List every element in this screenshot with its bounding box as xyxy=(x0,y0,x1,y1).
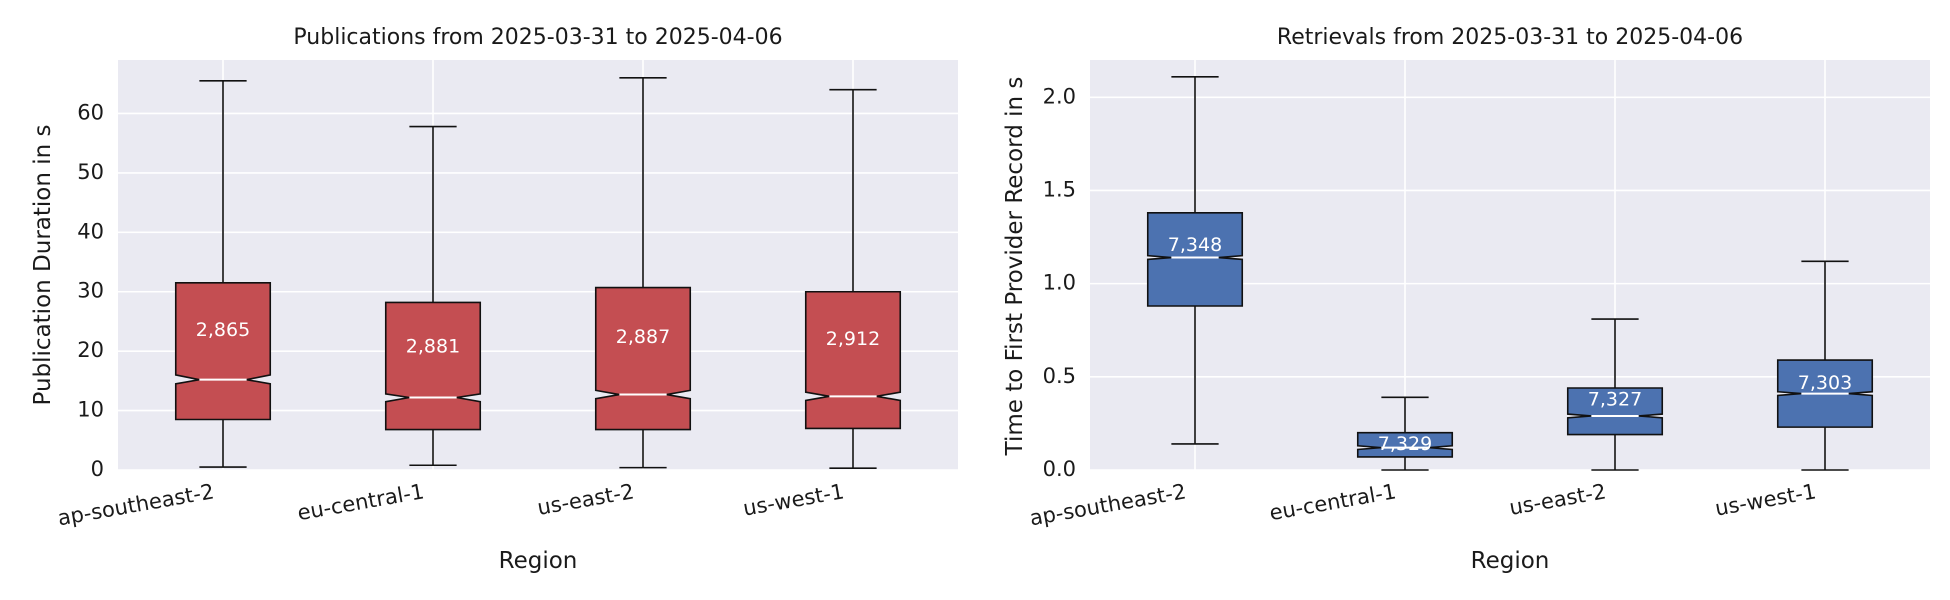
x-tick-label: us-west-1 xyxy=(741,479,846,520)
y-tick-label: 50 xyxy=(77,160,104,184)
y-tick-label: 20 xyxy=(77,338,104,362)
x-tick-label: us-west-1 xyxy=(1713,479,1818,520)
box-eu-central-1: 2,881 xyxy=(384,125,482,467)
box-us-west-1: 7,303 xyxy=(1776,260,1874,471)
chart-title: Publications from 2025-03-31 to 2025-04-… xyxy=(293,25,782,50)
x-tick-label: eu-central-1 xyxy=(1268,479,1398,525)
chart-title: Retrievals from 2025-03-31 to 2025-04-06 xyxy=(1277,25,1743,50)
box-ap-southeast-2: 7,348 xyxy=(1146,75,1244,445)
y-tick-label: 2.0 xyxy=(1043,84,1076,108)
publications-chart: 2,865 2,881 2,887 2,912 0 10 20 30 40 50 60 ap-sou… xyxy=(30,25,958,574)
count-label: 2,912 xyxy=(826,328,880,350)
x-tick-label: us-east-2 xyxy=(1507,479,1607,520)
box-ap-southeast-2: 2,865 xyxy=(174,79,272,468)
y-tick-label: 1.5 xyxy=(1043,177,1076,201)
iqr-box xyxy=(1566,387,1664,436)
x-tick-label: us-east-2 xyxy=(535,479,635,520)
box-eu-central-1: 7,329 xyxy=(1356,396,1454,471)
y-tick-label: 0.5 xyxy=(1043,364,1076,388)
iqr-box xyxy=(594,286,692,431)
y-tick-label: 10 xyxy=(77,398,104,422)
x-tick-label: eu-central-1 xyxy=(296,479,426,525)
iqr-box xyxy=(174,282,272,421)
y-tick-label: 60 xyxy=(77,100,104,124)
x-tick-label: ap-southeast-2 xyxy=(56,479,216,530)
y-tick-label: 0 xyxy=(91,457,104,481)
count-label: 7,348 xyxy=(1168,234,1222,256)
x-axis-label: Region xyxy=(499,548,578,574)
count-label: 2,887 xyxy=(616,326,670,348)
iqr-box xyxy=(1356,431,1454,458)
box-us-west-1: 2,912 xyxy=(804,88,902,470)
y-tick-label: 0.0 xyxy=(1043,457,1076,481)
y-tick-label: 1.0 xyxy=(1043,271,1076,295)
box-us-east-2: 2,887 xyxy=(594,77,692,469)
retrievals-chart: 7,348 7,329 7,327 7,303 0.0 0.5 1.0 1.5 2.0 ap-s… xyxy=(1002,25,1930,574)
iqr-box xyxy=(384,301,482,431)
count-label: 7,329 xyxy=(1378,433,1432,455)
x-axis-label: Region xyxy=(1471,548,1550,574)
iqr-box xyxy=(1146,212,1244,307)
count-label: 7,303 xyxy=(1798,372,1852,394)
count-label: 2,865 xyxy=(196,319,250,341)
y-axis-label: Time to First Provider Record in s xyxy=(1002,77,1028,457)
y-tick-label: 30 xyxy=(77,279,104,303)
count-label: 7,327 xyxy=(1588,389,1642,411)
count-label: 2,881 xyxy=(406,335,460,357)
y-axis-label: Publication Duration in s xyxy=(30,125,56,406)
iqr-box xyxy=(804,290,902,430)
x-tick-label: ap-southeast-2 xyxy=(1028,479,1188,530)
box-us-east-2: 7,327 xyxy=(1566,318,1664,471)
y-tick-label: 40 xyxy=(77,219,104,243)
